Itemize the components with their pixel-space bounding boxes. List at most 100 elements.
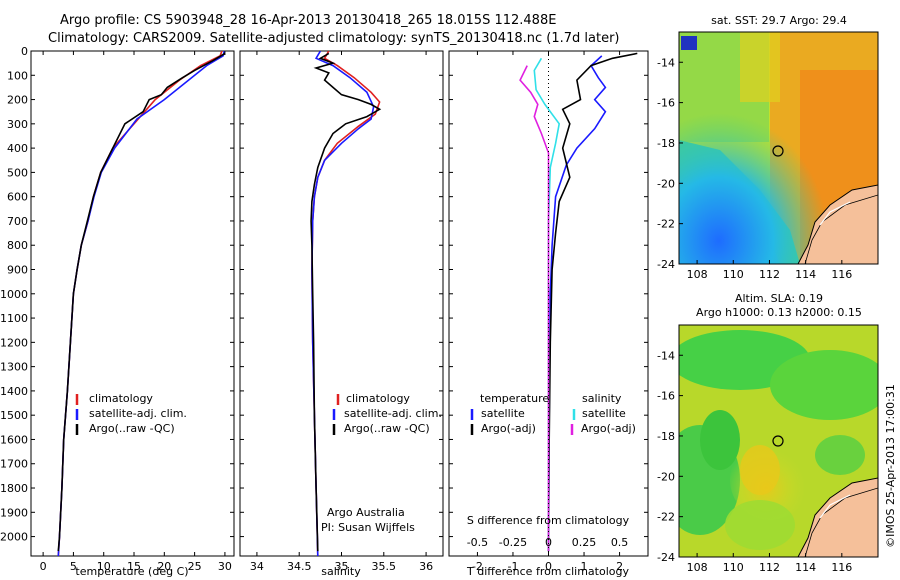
x-tick-label: 35.5: [372, 560, 397, 573]
legend-temperature-title: temperature: [480, 392, 549, 405]
difference-top-xlabel: S difference from climatology: [467, 514, 630, 527]
series-line-t-satellite: [547, 55, 607, 552]
x-tick-label: 1: [581, 560, 588, 573]
x-tick-label: 30: [218, 560, 232, 573]
depth-tick-label: 1000: [0, 288, 28, 301]
x-tick-label: 34: [250, 560, 264, 573]
legend-label: satellite: [481, 407, 525, 420]
temperature-xlabel: temperature (deg C): [75, 565, 188, 578]
sla-map-axes: 108 110 112 114 116 -14 -16 -18 -20 -22 -24: [657, 349, 852, 574]
map-y-tick-label: -22: [657, 218, 675, 231]
depth-tick-label: 1700: [0, 458, 28, 471]
depth-tick-label: 900: [7, 264, 28, 277]
series-line-climatology: [311, 51, 381, 556]
series-line-climatology: [57, 51, 223, 556]
legend-salinity-title: salinity: [582, 392, 622, 405]
sst-map-axes: 108 110 112 114 116 -14 -16 -18 -20 -22 -24: [657, 56, 852, 281]
sla-map-frame: [678, 324, 879, 558]
legend-label: climatology: [89, 392, 153, 405]
legend-label: Argo(-adj): [581, 422, 636, 435]
salinity-annotation-2: PI: Susan Wijffels: [321, 521, 415, 534]
map-y-tick-label: -20: [657, 177, 675, 190]
s-tick-label: -0.5: [467, 536, 488, 549]
sst-map-title: sat. SST: 29.7 Argo: 29.4: [711, 14, 847, 27]
depth-tick-label: 1300: [0, 361, 28, 374]
depth-tick-label: 200: [7, 94, 28, 107]
legend-label: satellite: [582, 407, 626, 420]
temperature-plot: [57, 51, 226, 556]
depth-tick-label: 1100: [0, 312, 28, 325]
depth-tick-label: 0: [21, 45, 28, 58]
map-x-tick-label: 110: [723, 268, 744, 281]
legend-label: climatology: [346, 392, 410, 405]
difference-legend: temperature salinity satellite Argo(-adj…: [470, 392, 636, 435]
map-x-tick-label: 116: [831, 561, 852, 574]
depth-tick-label: 500: [7, 166, 28, 179]
map-x-tick-label: 112: [759, 268, 780, 281]
difference-plot: [519, 51, 638, 556]
x-tick-label: 0: [545, 560, 552, 573]
depth-tick-label: 1200: [0, 336, 28, 349]
title-line-2: Climatology: CARS2009. Satellite-adjuste…: [48, 31, 620, 46]
x-tick-label: 5: [70, 560, 77, 573]
x-tick-label: 25: [188, 560, 202, 573]
salinity-x-axis: 34 34.5 35 35.5 36: [250, 51, 433, 573]
argo-location-marker: [772, 435, 784, 447]
depth-tick-label: 1400: [0, 385, 28, 398]
depth-tick-label: 1800: [0, 482, 28, 495]
x-tick-label: 35: [335, 560, 349, 573]
x-tick-label: 20: [157, 560, 171, 573]
depth-tick-label: 600: [7, 191, 28, 204]
x-tick-label: -1: [507, 560, 518, 573]
temperature-x-axis: 0 5 10 15 20 25 30: [40, 51, 232, 573]
series-line-satellite-adj-clim-: [57, 51, 226, 556]
x-tick-label: 0: [40, 560, 47, 573]
x-tick-label: 2: [616, 560, 623, 573]
sla-map-title-1: Altim. SLA: 0.19: [735, 292, 823, 305]
map-y-tick-label: -20: [657, 470, 675, 483]
salinity-xlabel: salinity: [321, 565, 361, 578]
difference-x-axis: -2 -1 0 1 2 -0.5 -0.25 0 0.25 0.5: [467, 51, 628, 573]
series-line-s-argo-adj-: [519, 65, 550, 552]
s-tick-label: 0: [545, 536, 552, 549]
series-line-argo-raw-qc-: [57, 52, 226, 552]
salinity-plot: [310, 51, 382, 556]
x-tick-label: 10: [97, 560, 111, 573]
map-y-tick-label: -16: [657, 97, 675, 110]
map-x-tick-label: 110: [723, 561, 744, 574]
legend-label: satellite-adj. clim.: [344, 407, 442, 420]
map-x-tick-label: 108: [687, 268, 708, 281]
x-tick-label: 15: [127, 560, 141, 573]
sla-map-title-2: Argo h1000: 0.13 h2000: 0.15: [696, 306, 862, 319]
depth-tick-label: 400: [7, 142, 28, 155]
legend-label: Argo(..raw -QC): [344, 422, 430, 435]
legend-label: Argo(..raw -QC): [89, 422, 175, 435]
salinity-annotation-1: Argo Australia: [327, 506, 405, 519]
depth-tick-label: 2000: [0, 531, 28, 544]
depth-tick-label: 1600: [0, 433, 28, 446]
depth-tick-label: 1500: [0, 409, 28, 422]
map-x-tick-label: 114: [795, 561, 816, 574]
argo-location-marker: [772, 145, 784, 157]
legend-label: Argo(-adj): [481, 422, 536, 435]
map-y-tick-label: -24: [657, 551, 675, 564]
x-tick-label: -2: [472, 560, 483, 573]
map-y-tick-label: -18: [657, 430, 675, 443]
map-x-tick-label: 112: [759, 561, 780, 574]
depth-tick-label: 300: [7, 118, 28, 131]
map-x-tick-label: 114: [795, 268, 816, 281]
map-x-tick-label: 116: [831, 268, 852, 281]
depth-tick-label: 1900: [0, 506, 28, 519]
depth-tick-label: 700: [7, 215, 28, 228]
sst-map: [679, 32, 878, 264]
series-line-t-argo-adj-: [547, 52, 638, 552]
depth-tick-label: 800: [7, 239, 28, 252]
map-y-tick-label: -18: [657, 137, 675, 150]
series-line-argo-raw-qc-: [310, 52, 382, 552]
legend-label: satellite-adj. clim.: [89, 407, 187, 420]
x-tick-label: 34.5: [287, 560, 312, 573]
depth-tick-label: 100: [7, 69, 28, 82]
map-y-tick-label: -16: [657, 390, 675, 403]
temperature-legend: climatology satellite-adj. clim. Argo(..…: [75, 392, 187, 435]
